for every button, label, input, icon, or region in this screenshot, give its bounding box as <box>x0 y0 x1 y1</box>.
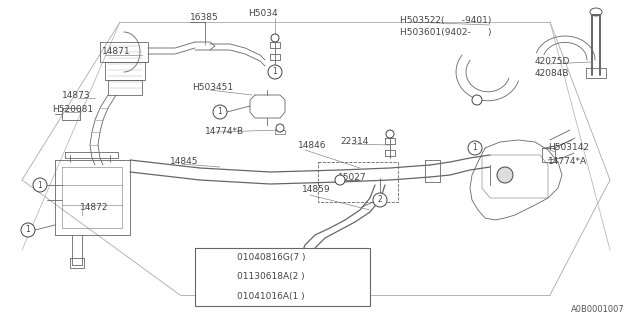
Text: B: B <box>222 274 228 280</box>
Circle shape <box>497 167 513 183</box>
Circle shape <box>468 141 482 155</box>
Text: 1: 1 <box>205 253 209 262</box>
Text: 15027: 15027 <box>338 173 367 182</box>
Bar <box>195 248 370 306</box>
Text: H503451: H503451 <box>192 84 233 92</box>
Text: 01130618A(2 ): 01130618A(2 ) <box>237 273 305 282</box>
Text: 01040816G(7 ): 01040816G(7 ) <box>237 253 305 262</box>
Text: 1: 1 <box>273 68 277 76</box>
Text: H503522(      -9401): H503522( -9401) <box>400 15 492 25</box>
Circle shape <box>218 251 232 265</box>
Circle shape <box>218 289 232 303</box>
Circle shape <box>200 251 214 265</box>
Circle shape <box>276 124 284 132</box>
Text: 16385: 16385 <box>190 13 219 22</box>
Text: 1: 1 <box>38 180 42 189</box>
Text: 14845: 14845 <box>170 157 198 166</box>
Circle shape <box>268 65 282 79</box>
Circle shape <box>386 130 394 138</box>
Text: 1: 1 <box>26 226 30 235</box>
Circle shape <box>213 105 227 119</box>
Text: 3: 3 <box>205 292 209 301</box>
Text: H520081: H520081 <box>52 106 93 115</box>
Text: B: B <box>222 255 228 261</box>
Text: 42075D: 42075D <box>535 58 570 67</box>
Text: 1: 1 <box>472 143 477 153</box>
Circle shape <box>271 34 279 42</box>
Circle shape <box>335 175 345 185</box>
Text: 14774*B: 14774*B <box>205 127 244 137</box>
Text: 14846: 14846 <box>298 140 326 149</box>
Text: 22314: 22314 <box>340 138 369 147</box>
Text: 14872: 14872 <box>80 204 109 212</box>
Text: 2: 2 <box>205 273 209 282</box>
Text: 01041016A(1 ): 01041016A(1 ) <box>237 292 305 301</box>
Text: 42084B: 42084B <box>535 69 570 78</box>
Circle shape <box>200 289 214 303</box>
Text: 1: 1 <box>218 108 222 116</box>
Circle shape <box>218 270 232 284</box>
Text: 14859: 14859 <box>302 186 331 195</box>
Circle shape <box>373 193 387 207</box>
Circle shape <box>21 223 35 237</box>
Text: A0B0001007: A0B0001007 <box>572 305 625 314</box>
Text: B: B <box>222 293 228 299</box>
Text: H5034: H5034 <box>248 9 278 18</box>
Bar <box>318 162 398 202</box>
Text: 14871: 14871 <box>102 47 131 57</box>
Text: 14873: 14873 <box>62 92 91 100</box>
Text: H503601(9402-      ): H503601(9402- ) <box>400 28 492 36</box>
Circle shape <box>33 178 47 192</box>
Circle shape <box>200 270 214 284</box>
Text: 14774*A: 14774*A <box>548 157 587 166</box>
Text: H503142: H503142 <box>548 143 589 153</box>
Text: 2: 2 <box>378 196 382 204</box>
Circle shape <box>472 95 482 105</box>
